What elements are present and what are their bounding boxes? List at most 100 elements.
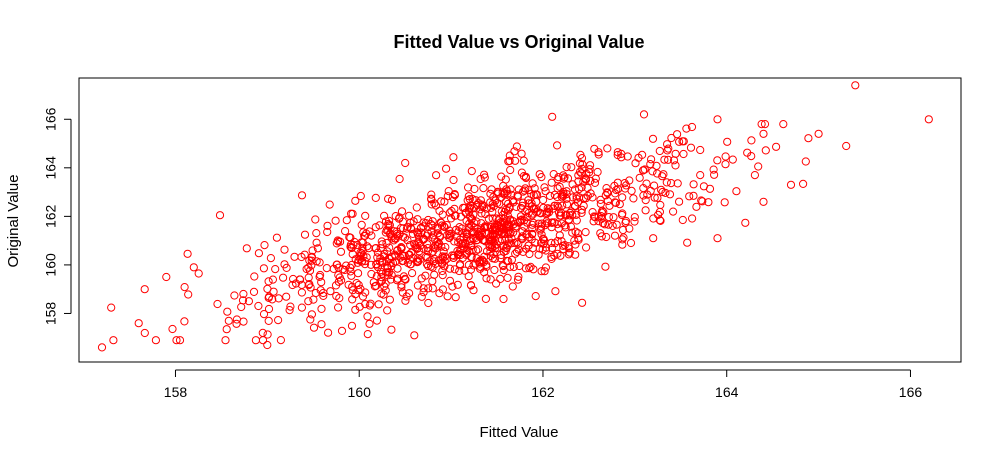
data-point [474, 245, 483, 254]
x-tick-label: 162 [531, 384, 555, 400]
data-point [492, 220, 501, 229]
data-point [565, 211, 574, 220]
data-point [312, 238, 321, 247]
data-point [222, 325, 231, 334]
data-point [627, 186, 636, 195]
data-point [250, 272, 259, 281]
data-point [520, 216, 529, 225]
data-point [232, 315, 241, 324]
data-point [565, 248, 574, 257]
data-point [346, 233, 355, 242]
data-point [586, 161, 595, 170]
data-point [528, 179, 537, 188]
data-point [635, 173, 644, 182]
data-point [539, 235, 548, 244]
data-point [553, 184, 562, 193]
data-point [656, 200, 665, 210]
data-point [354, 269, 363, 278]
data-point [499, 294, 508, 304]
data-point [558, 201, 567, 210]
data-point [395, 174, 404, 184]
data-point [786, 180, 796, 189]
data-point [427, 190, 436, 199]
data-point [549, 170, 558, 179]
data-point [464, 204, 474, 213]
data-point [547, 238, 556, 247]
data-point [263, 284, 272, 293]
data-point [268, 275, 277, 284]
data-point [416, 241, 425, 250]
data-point [590, 178, 600, 187]
data-point [332, 260, 341, 269]
data-point [305, 256, 314, 265]
data-point [604, 220, 613, 229]
data-point [630, 213, 639, 222]
data-point [578, 298, 587, 307]
data-point [669, 156, 679, 165]
data-point [650, 181, 659, 190]
data-point [183, 249, 192, 258]
data-point [490, 265, 499, 275]
data-point [529, 218, 538, 227]
data-point [505, 204, 514, 213]
data-point [259, 264, 268, 273]
data-point [304, 297, 313, 306]
data-point [300, 230, 310, 239]
data-point [685, 192, 694, 201]
data-point [357, 220, 366, 229]
data-point [467, 214, 476, 223]
data-point [551, 287, 560, 296]
data-point [757, 120, 766, 129]
data-point [331, 281, 341, 290]
data-point [529, 265, 538, 274]
data-point [521, 184, 530, 193]
data-point [572, 216, 581, 225]
data-point [557, 193, 567, 202]
data-point [507, 234, 516, 243]
data-point [254, 301, 263, 311]
data-point [470, 184, 479, 194]
data-point [263, 340, 272, 350]
data-point [522, 205, 532, 214]
data-point [477, 209, 486, 218]
data-point [414, 237, 423, 246]
data-point [597, 214, 606, 223]
data-point [401, 158, 410, 168]
data-point [511, 249, 520, 258]
data-point [272, 233, 281, 242]
data-point [356, 191, 365, 201]
data-point [336, 247, 346, 256]
y-axis: 158 160 162 164 166 [43, 107, 72, 325]
data-point [525, 264, 534, 273]
data-point [453, 280, 462, 289]
data-point [519, 247, 528, 256]
data-point [537, 230, 546, 239]
data-point [697, 196, 706, 205]
data-point [398, 232, 408, 241]
data-point [317, 320, 326, 329]
data-point [422, 260, 431, 269]
data-point [479, 184, 488, 193]
data-point [463, 196, 472, 205]
data-point [488, 199, 497, 208]
data-point [366, 299, 375, 308]
data-point [441, 243, 450, 252]
data-point [360, 260, 370, 269]
data-point [750, 171, 760, 180]
data-point [478, 202, 487, 212]
data-point [380, 211, 389, 220]
x-tick-label: 158 [164, 384, 188, 400]
data-point [743, 148, 752, 157]
data-point [471, 196, 480, 205]
data-point [352, 279, 361, 288]
data-point [621, 216, 631, 226]
data-point [313, 244, 322, 253]
data-point [260, 241, 269, 250]
data-point [671, 161, 680, 170]
data-point [259, 310, 269, 319]
data-point [354, 280, 363, 290]
data-point [360, 231, 369, 240]
data-point [673, 130, 682, 139]
data-point [437, 258, 446, 267]
data-point [355, 302, 364, 311]
